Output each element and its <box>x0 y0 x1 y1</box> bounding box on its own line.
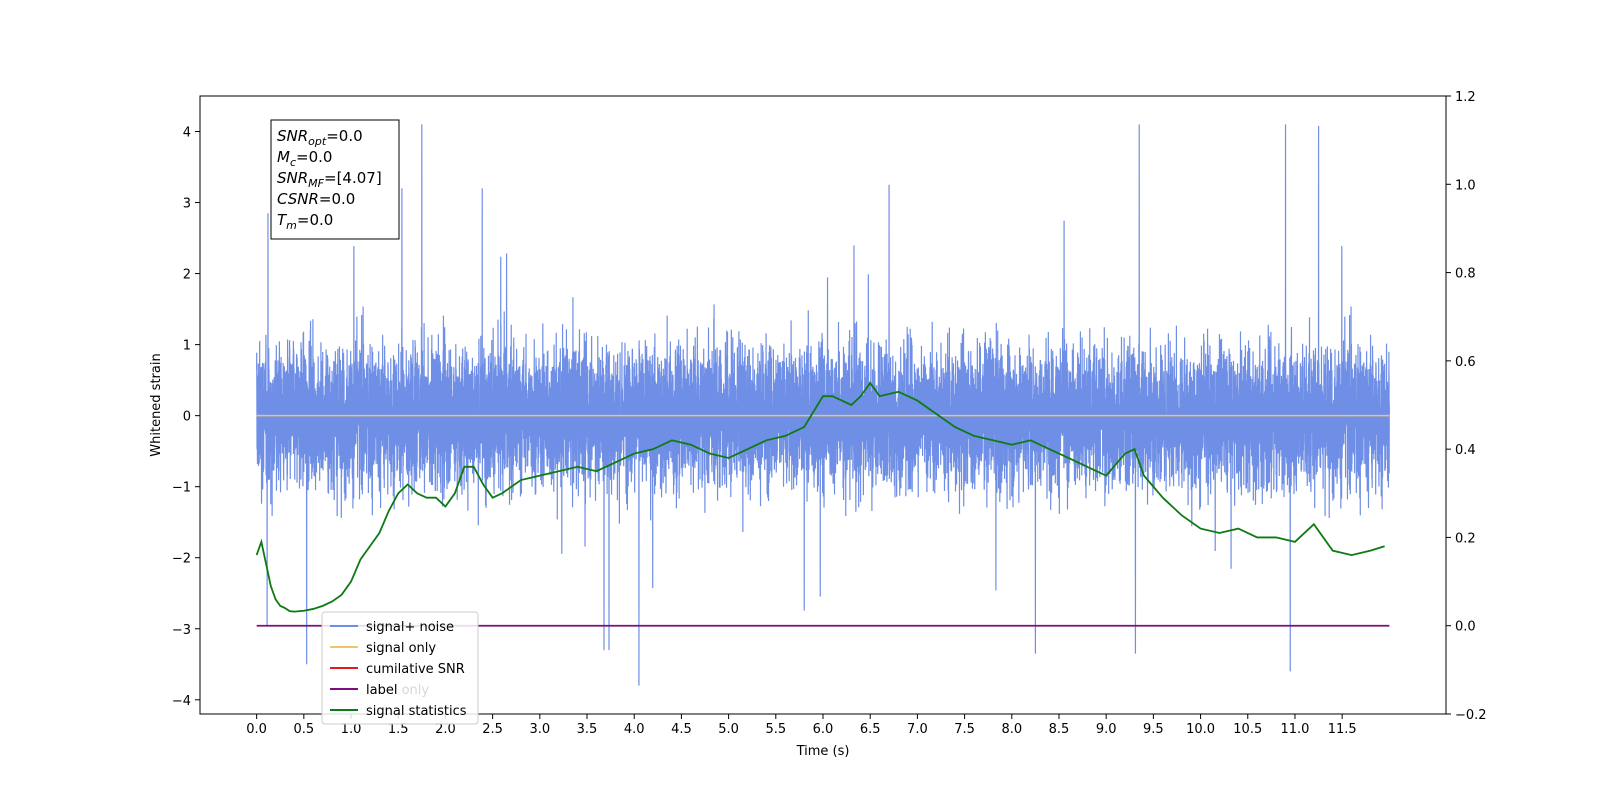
signal-noise-line <box>256 124 1390 686</box>
legend: label only signal+ noise signal only cumila… <box>321 611 479 725</box>
y-tick-label: −2 <box>172 552 191 567</box>
y2-tick-label: 1.0 <box>1455 178 1476 193</box>
y-tick-label: 1 <box>183 339 191 354</box>
x-tick-label: 7.5 <box>954 722 975 737</box>
x-tick-label: 4.5 <box>671 722 692 737</box>
x-tick-label: 2.0 <box>435 722 456 737</box>
x-tick-label: 3.0 <box>529 722 550 737</box>
x-tick-label: 9.0 <box>1096 722 1117 737</box>
x-tick-label: 6.0 <box>813 722 834 737</box>
x-tick-label: 3.5 <box>577 722 598 737</box>
annotation-row: SNRMF=[4.07] <box>277 169 382 190</box>
x-tick-label: 0.0 <box>246 722 267 737</box>
x-tick-label: 7.0 <box>907 722 928 737</box>
annotation-row: SNRopt=0.0 <box>277 127 363 148</box>
y2-tick-label: 0.6 <box>1455 355 1476 370</box>
x-tick-label: 11.0 <box>1280 722 1309 737</box>
x-tick-label: 0.5 <box>293 722 314 737</box>
x-tick-label: 9.5 <box>1143 722 1164 737</box>
signal-statistics-line <box>255 381 1385 613</box>
y-tick-label: −4 <box>172 694 191 709</box>
x-tick-label: 5.5 <box>765 722 786 737</box>
y-tick-label: 2 <box>183 268 191 283</box>
y2-tick-label: 1.2 <box>1455 90 1476 105</box>
x-tick-label: 1.0 <box>341 722 362 737</box>
y-tick-label: −1 <box>172 481 191 496</box>
legend-entry: cumilative SNR <box>366 662 465 677</box>
legend-entry: signal statistics <box>366 704 467 719</box>
legend-entry: signal+ noise <box>366 620 454 635</box>
x-tick-label: 6.5 <box>860 722 881 737</box>
y-tick-label: −3 <box>172 623 191 638</box>
y2-tick-label: 0.0 <box>1455 620 1476 635</box>
x-tick-label: 1.5 <box>388 722 409 737</box>
x-tick-label: 8.0 <box>1001 722 1022 737</box>
y2-tick-label: 0.8 <box>1455 267 1476 282</box>
y2-tick-label: 0.2 <box>1455 531 1476 546</box>
y-tick-label: 0 <box>183 410 191 425</box>
x-tick-label: 11.5 <box>1328 722 1357 737</box>
annotation-row: Mc=0.0 <box>277 148 332 169</box>
x-tick-label: 4.0 <box>624 722 645 737</box>
y2-tick-label: −0.2 <box>1455 708 1487 723</box>
y2-tick-label: 0.4 <box>1455 443 1476 458</box>
x-tick-label: 8.5 <box>1049 722 1070 737</box>
y-tick-label: 4 <box>183 126 191 141</box>
x-axis-label: Time (s) <box>796 744 850 759</box>
annotation-row: Tm=0.0 <box>277 211 333 232</box>
legend-entry: signal only <box>366 641 436 656</box>
y-axis-label: Whitened strain <box>149 353 164 456</box>
x-tick-label: 10.5 <box>1233 722 1262 737</box>
y-tick-label: 3 <box>183 197 191 212</box>
annotation-row: CSNR=0.0 <box>277 190 355 208</box>
legend-entry: label <box>366 683 397 698</box>
x-tick-label: 2.5 <box>482 722 503 737</box>
x-tick-label: 10.0 <box>1186 722 1215 737</box>
legend-overlapped-entry: label only <box>366 683 429 698</box>
x-tick-label: 5.0 <box>718 722 739 737</box>
